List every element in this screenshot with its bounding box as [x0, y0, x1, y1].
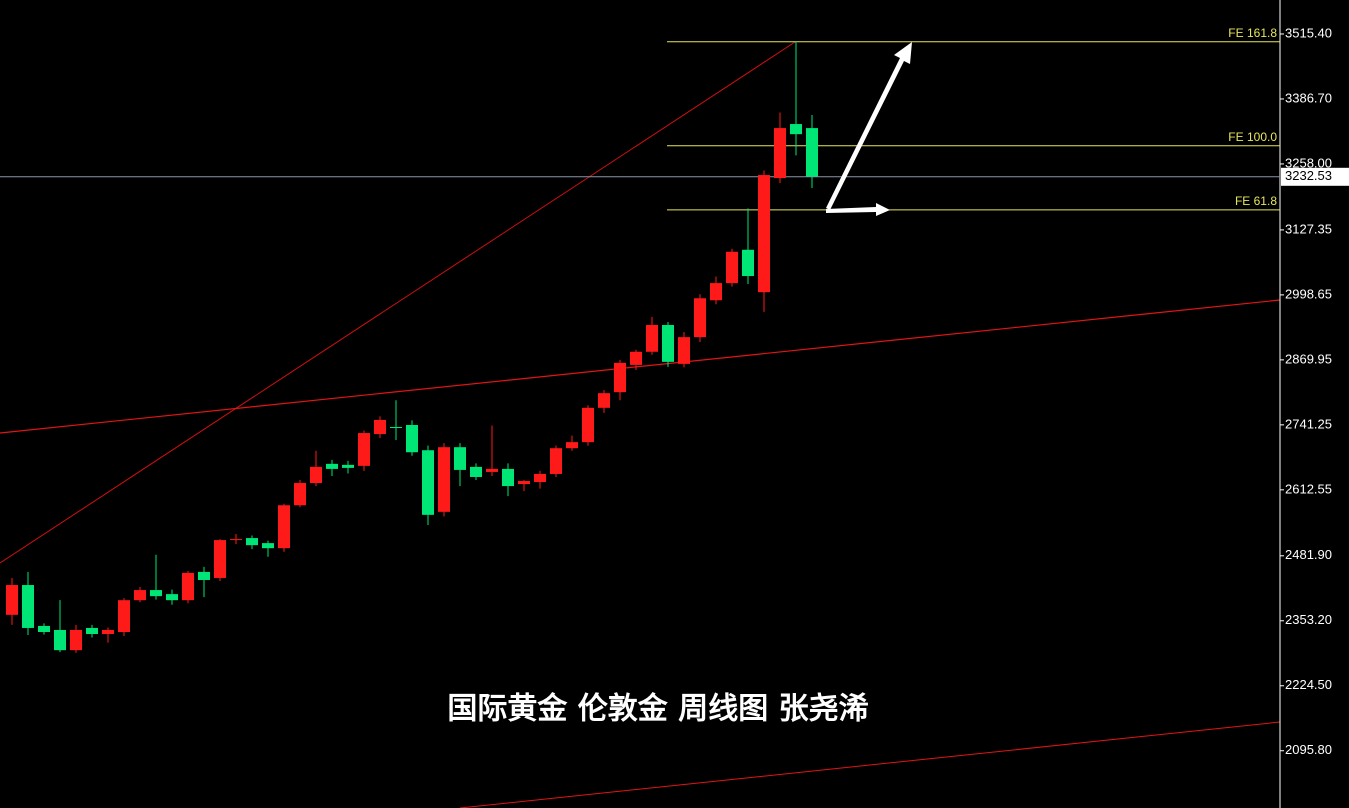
arrows	[826, 42, 912, 216]
arrow	[826, 203, 890, 216]
candle-body	[518, 481, 530, 485]
y-tick-label: 3127.35	[1285, 221, 1332, 236]
candle-body	[182, 572, 194, 601]
candle-body	[230, 539, 242, 541]
candle-body	[262, 543, 274, 549]
caption: 国际黄金 伦敦金 周线图 张尧浠	[447, 692, 868, 727]
candle-body	[22, 585, 34, 628]
candle-body	[438, 447, 450, 512]
y-tick-label: 2612.55	[1285, 481, 1332, 496]
candle-body	[326, 463, 338, 469]
y-tick-label: 2481.90	[1285, 547, 1332, 562]
candle-body	[198, 571, 210, 580]
y-tick-label: 2998.65	[1285, 286, 1332, 301]
candle-body	[102, 629, 114, 635]
y-tick-label: 2741.25	[1285, 416, 1332, 431]
candle-body	[70, 629, 82, 651]
candle-body	[758, 175, 770, 293]
candle-body	[582, 407, 594, 443]
trend-line	[0, 41, 796, 564]
candle-body	[486, 468, 498, 472]
candle-body	[790, 124, 802, 135]
y-tick-label: 2353.20	[1285, 612, 1332, 627]
candle-body	[598, 393, 610, 408]
trend-line	[0, 299, 1281, 434]
candle-body	[358, 433, 370, 466]
arrow	[826, 42, 912, 210]
candle-body	[246, 538, 258, 546]
last-price-label: 3232.53	[1285, 168, 1332, 183]
candle-body	[646, 325, 658, 352]
candle-body	[502, 468, 514, 487]
candle-body	[342, 464, 354, 468]
candle-body	[550, 448, 562, 474]
candle-body	[214, 540, 226, 578]
candle-body	[806, 128, 818, 177]
candle-body	[310, 466, 322, 484]
candle-body	[166, 594, 178, 601]
candle-body	[694, 298, 706, 338]
y-tick-label: 3258.00	[1285, 155, 1332, 170]
candle-body	[294, 483, 306, 506]
candle-body	[566, 442, 578, 449]
candle-body	[38, 625, 50, 632]
candle-body	[678, 337, 690, 364]
y-tick-label: 2869.95	[1285, 351, 1332, 366]
last-price-box	[1281, 167, 1349, 186]
candle-body	[6, 585, 18, 615]
y-tick-label: 3386.70	[1285, 90, 1332, 105]
trend-line	[459, 721, 1281, 808]
candle-body	[630, 351, 642, 365]
candle-body	[614, 362, 626, 393]
candle-body	[150, 590, 162, 597]
candle-body	[54, 629, 66, 651]
candle-body	[390, 426, 402, 429]
candle-body	[662, 325, 674, 362]
level-label: FE 161.8	[1228, 26, 1277, 40]
candle-body	[86, 627, 98, 635]
candle-body	[134, 590, 146, 601]
level-label: FE 61.8	[1235, 194, 1277, 208]
candle-body	[726, 251, 738, 284]
candle-body	[454, 447, 466, 470]
candle-body	[470, 466, 482, 477]
candle-body	[118, 600, 130, 632]
candle-body	[422, 450, 434, 515]
candle-body	[534, 473, 546, 483]
candle-body	[774, 128, 786, 179]
plot	[0, 41, 1280, 653]
candle-body	[710, 283, 722, 301]
candle-body	[374, 419, 386, 435]
y-tick-label: 2224.50	[1285, 677, 1332, 692]
candle-body	[742, 249, 754, 277]
y-tick-label: 3515.40	[1285, 25, 1332, 40]
candle-body	[406, 424, 418, 453]
level-label: FE 100.0	[1228, 130, 1277, 144]
candle-body	[278, 505, 290, 549]
y-tick-label: 2095.80	[1285, 742, 1332, 757]
